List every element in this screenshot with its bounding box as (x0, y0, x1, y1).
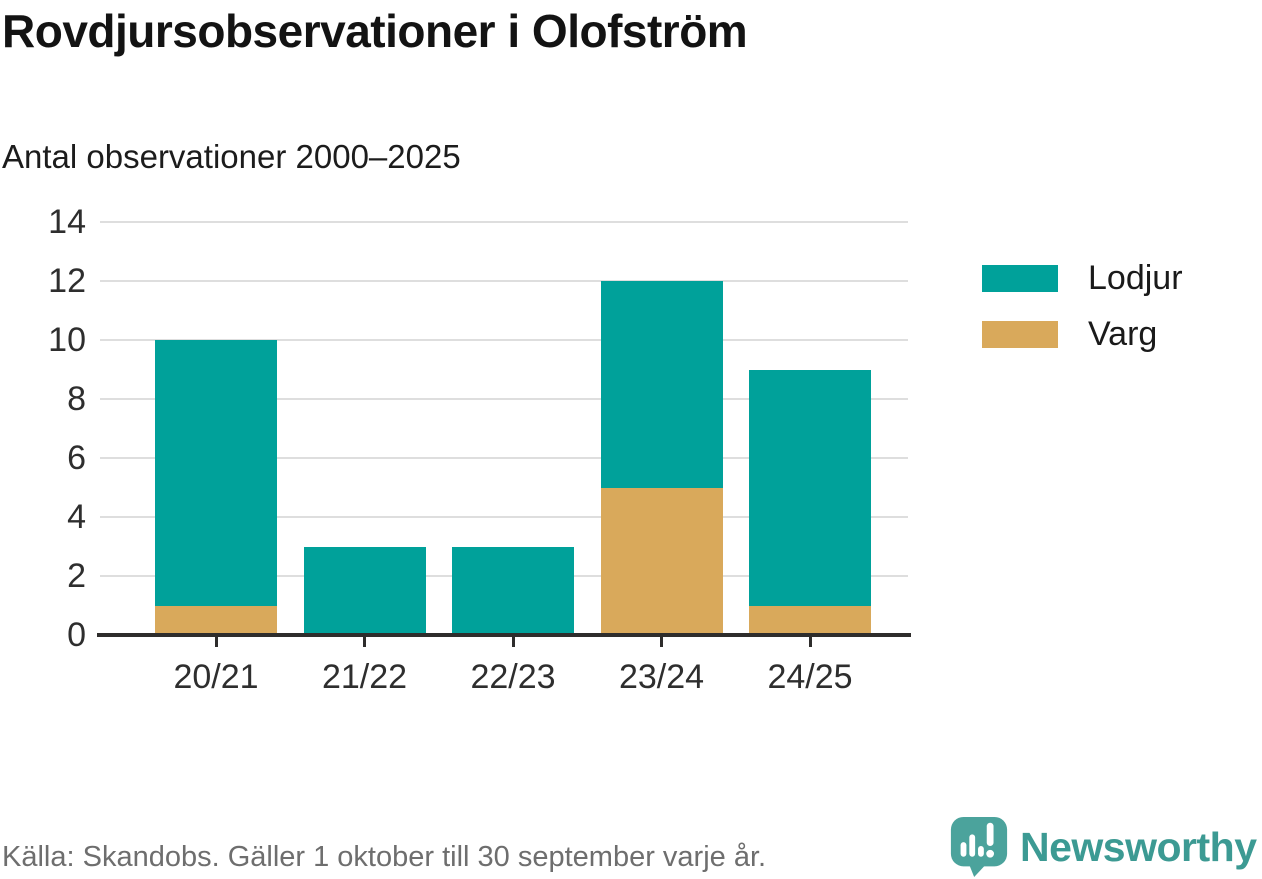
legend-item-varg: Varg (982, 306, 1183, 362)
bar-segment-lodjur-23-24 (600, 281, 723, 488)
x-axis-tick (660, 637, 663, 647)
y-axis-tick-label: 10 (48, 321, 86, 359)
gridline-y-8 (100, 398, 908, 400)
x-axis-tick (511, 637, 515, 647)
gridline-y-4 (100, 516, 908, 518)
bar-segment-lodjur-21-22 (303, 546, 426, 635)
gridline-y-12 (100, 280, 908, 282)
chart-subtitle: Antal observationer 2000–2025 (2, 138, 461, 175)
legend-swatch-lodjur (982, 264, 1058, 292)
x-axis-tick-label: 21/22 (321, 658, 408, 696)
legend: Lodjur Varg (982, 250, 1183, 362)
x-axis-tick (808, 637, 812, 647)
y-axis-tick-label: 14 (48, 203, 86, 241)
x-axis-tick-label: 22/23 (470, 658, 556, 696)
x-axis-tick-label: 23/24 (618, 658, 705, 696)
bar-segment-lodjur-20-21 (155, 340, 277, 606)
y-axis-tick-label: 0 (67, 616, 86, 654)
newsworthy-logo-icon (950, 816, 1008, 878)
gridline-y-14 (100, 221, 908, 223)
x-axis-tick-label: 24/25 (767, 658, 853, 696)
x-axis-tick-label: 20/21 (173, 658, 259, 696)
bar-segment-varg-20-21 (155, 605, 277, 635)
y-axis-tick-label: 6 (67, 439, 86, 477)
bar-segment-lodjur-22-23 (452, 546, 574, 635)
y-axis-tick-label: 12 (48, 262, 86, 300)
branding: Newsworthy (948, 815, 1257, 879)
x-axis-line (97, 633, 911, 637)
legend-label: Lodjur (1088, 258, 1183, 297)
y-axis-tick-label: 4 (67, 498, 86, 536)
legend-label: Varg (1088, 314, 1158, 353)
chart-title: Rovdjursobservationer i Olofström (2, 5, 748, 57)
legend-swatch-varg (982, 320, 1058, 348)
gridline-y-10 (100, 339, 908, 341)
x-axis-tick (214, 637, 218, 647)
bar-segment-lodjur-24-25 (749, 369, 871, 606)
x-axis-tick (363, 637, 366, 647)
y-axis-tick-label: 8 (67, 380, 86, 418)
gridline-y-6 (100, 457, 908, 459)
legend-item-lodjur: Lodjur (982, 250, 1183, 306)
source-note: Källa: Skandobs. Gäller 1 oktober till 3… (2, 841, 767, 873)
newsworthy-wordmark: Newsworthy (1020, 823, 1257, 870)
bar-segment-varg-24-25 (749, 605, 871, 635)
y-axis-tick-label: 2 (67, 557, 86, 595)
bar-segment-varg-23-24 (600, 487, 723, 635)
plot-area: 0 2 4 6 8 10 12 14 20/21 21/22 22/23 23/24 24/25 (48, 203, 911, 696)
